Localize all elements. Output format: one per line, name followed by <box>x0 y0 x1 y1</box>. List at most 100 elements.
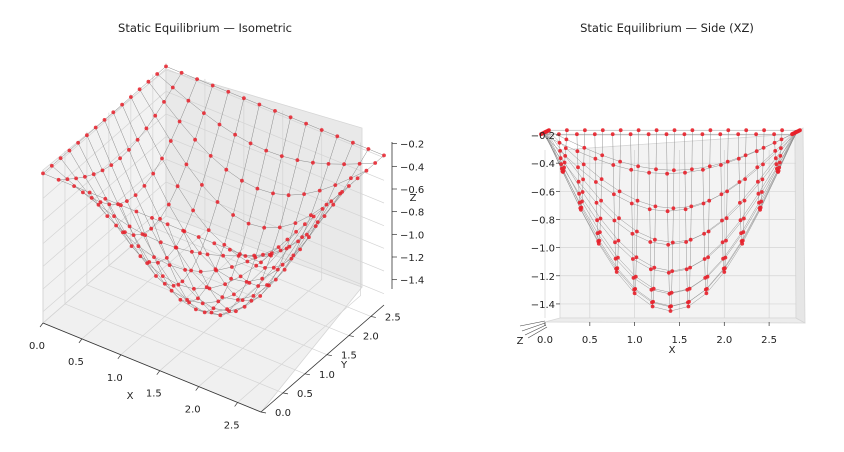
iso-mesh-node <box>103 196 108 201</box>
iso-x-axis-line <box>42 322 262 413</box>
iso-mesh-node <box>326 162 331 166</box>
iso-mesh-node <box>142 184 147 188</box>
iso-mesh-node <box>288 115 293 120</box>
side-mesh-node <box>672 128 677 133</box>
iso-mesh-node <box>165 222 170 227</box>
side-mesh-node <box>798 128 802 133</box>
side-mesh-node <box>740 241 745 246</box>
side-mesh-node <box>726 128 731 133</box>
side-grid-lines <box>544 134 796 318</box>
side-mesh-node <box>723 255 728 260</box>
iso-mesh-node <box>176 282 181 287</box>
iso-x-axis-label: X <box>127 391 134 402</box>
side-mesh-node <box>740 238 745 243</box>
iso-mesh-node <box>289 256 294 261</box>
side-mesh-node <box>724 238 728 243</box>
side-mesh-node <box>599 177 604 182</box>
side-mesh-node <box>629 167 634 172</box>
side-mesh-node <box>580 199 584 204</box>
side-mesh-node <box>701 167 705 172</box>
iso-mesh-node <box>186 98 191 103</box>
iso-mesh-node <box>138 254 143 259</box>
iso-mesh-node <box>217 122 222 127</box>
iso-z-gridline <box>42 181 385 290</box>
iso-mesh-node <box>275 267 280 272</box>
side-mesh-node <box>777 160 782 165</box>
iso-mesh-node <box>105 214 110 219</box>
iso-mesh-node <box>265 283 269 287</box>
iso-mesh-node <box>107 202 112 207</box>
side-mesh-node <box>647 170 651 175</box>
side-mesh-node <box>597 238 602 243</box>
side-mesh-node <box>683 170 687 175</box>
iso-z-tick-label: −0.4 <box>400 162 424 173</box>
iso-mesh-node <box>331 202 336 207</box>
iso-mesh-node <box>93 125 98 130</box>
iso-axes-panes <box>42 69 363 413</box>
side-z-tick-label: −1.0 <box>531 244 555 255</box>
side-z-tick-label: −0.4 <box>531 159 555 170</box>
iso-mesh-node <box>211 306 216 311</box>
side-mesh-node <box>718 132 723 137</box>
side-mesh-node <box>575 132 579 137</box>
iso-mesh-node <box>240 298 245 302</box>
iso-mesh-node <box>251 294 256 298</box>
side-mesh-node <box>547 128 551 133</box>
side-mesh-node <box>647 207 652 212</box>
side-x-tick-label: 1.0 <box>627 335 643 346</box>
side-mesh-node <box>654 167 658 172</box>
iso-mesh <box>41 64 386 318</box>
iso-mesh-node <box>41 171 45 176</box>
iso-mesh-node <box>150 216 154 220</box>
iso-mesh-node <box>271 265 276 270</box>
iso-mesh-node <box>89 196 94 200</box>
side-mesh-node <box>708 128 713 133</box>
iso-mesh-node <box>72 184 76 189</box>
side-mesh-node <box>778 154 783 158</box>
side-mesh-node <box>724 216 729 221</box>
side-mesh-node <box>635 229 639 234</box>
side-mesh-node <box>760 190 764 194</box>
iso-mesh-node <box>302 192 306 197</box>
side-mesh-node <box>579 205 584 210</box>
iso-mesh-node <box>162 281 167 286</box>
side-mesh-node <box>737 180 742 184</box>
iso-mesh-node <box>208 154 213 158</box>
side-mesh-node <box>683 207 688 212</box>
iso-mesh-node <box>133 193 138 198</box>
iso-mesh-node <box>313 224 318 229</box>
side-mesh-node <box>576 179 581 184</box>
iso-mesh-node <box>166 202 171 207</box>
side-mesh-node <box>690 128 695 133</box>
side-mesh-node <box>736 156 741 161</box>
side-mesh-node <box>706 255 710 260</box>
iso-mesh-node <box>220 295 225 299</box>
iso-mesh-node <box>311 160 315 165</box>
iso-mesh-node <box>382 153 386 158</box>
iso-mesh-node <box>249 298 254 303</box>
side-mesh-node <box>780 128 784 133</box>
iso-mesh-node <box>85 133 89 138</box>
iso-mesh-node <box>233 132 238 137</box>
iso-mesh-node <box>221 253 226 258</box>
iso-mesh-node <box>170 85 175 90</box>
iso-mesh-node <box>342 162 346 167</box>
iso-mesh-node <box>215 200 220 204</box>
iso-mesh-node <box>264 148 269 153</box>
side-mesh-node <box>700 132 705 137</box>
side-mesh-node <box>636 164 640 169</box>
iso-mesh-node <box>230 265 234 269</box>
side-mesh-node <box>684 267 689 272</box>
side-mesh-node <box>687 286 692 291</box>
side-mesh-node <box>558 156 563 161</box>
iso-x-tick-label: 2.0 <box>185 405 201 416</box>
side-x-tick-label: 0.5 <box>582 335 598 346</box>
iso-mesh-node <box>164 64 168 69</box>
iso-mesh-node <box>168 139 173 143</box>
iso-mesh-node <box>187 300 192 305</box>
iso-mesh-node <box>262 225 267 230</box>
iso-mesh-node <box>351 140 355 145</box>
side-mesh-node <box>670 240 675 245</box>
iso-mesh-node <box>81 190 85 195</box>
iso-mesh-node <box>240 178 244 183</box>
